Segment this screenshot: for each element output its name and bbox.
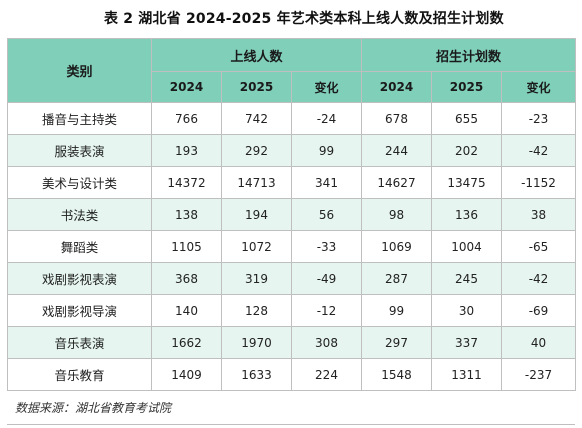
online-2025-cell: 14713 [221,166,292,199]
header-group-online: 上线人数 [151,38,362,72]
plan-2024-cell: 99 [361,294,432,327]
plan-change-cell: -42 [500,262,577,295]
header-category: 类别 [7,38,152,103]
online-change-cell: -12 [291,294,362,327]
header-group-plan: 招生计划数 [360,38,577,72]
source-note: 数据来源：湖北省教育考试院 [7,391,575,425]
header-plan-2024: 2024 [361,71,432,103]
online-change-cell: -24 [291,102,362,135]
header-online-2024: 2024 [151,71,222,103]
plan-2024-cell: 297 [361,326,432,359]
plan-2025-cell: 245 [431,262,502,295]
plan-2025-cell: 13475 [431,166,502,199]
online-2025-cell: 1970 [221,326,292,359]
row-category: 书法类 [7,198,152,231]
header-plan-2025: 2025 [431,71,502,103]
row-category: 音乐教育 [7,358,152,391]
online-change-cell: -49 [291,262,362,295]
plan-2025-cell: 136 [431,198,502,231]
table-row: 播音与主持类 766 742 -24 678 655 -23 [7,102,577,135]
plan-2024-cell: 287 [361,262,432,295]
online-2025-cell: 1633 [221,358,292,391]
row-category: 播音与主持类 [7,102,152,135]
online-change-cell: 308 [291,326,362,359]
online-2024-cell: 1662 [151,326,222,359]
row-category: 舞蹈类 [7,230,152,263]
plan-2024-cell: 1548 [361,358,432,391]
row-category: 服装表演 [7,134,152,167]
plan-2025-cell: 1004 [431,230,502,263]
header-online-2025: 2025 [221,71,292,103]
online-2024-cell: 766 [151,102,222,135]
plan-2025-cell: 202 [431,134,502,167]
table-row: 音乐表演 1662 1970 308 297 337 40 [7,326,577,359]
online-2024-cell: 193 [151,134,222,167]
online-2025-cell: 742 [221,102,292,135]
online-2024-cell: 368 [151,262,222,295]
plan-change-cell: 40 [500,326,577,359]
plan-change-cell: -23 [500,102,577,135]
online-2025-cell: 292 [221,134,292,167]
plan-change-cell: -237 [500,358,577,391]
plan-change-cell: 38 [500,198,577,231]
table-row: 服装表演 193 292 99 244 202 -42 [7,134,577,167]
data-table: 类别 上线人数 招生计划数 2024 2025 变化 2024 2025 变化 … [7,38,577,391]
online-2024-cell: 1105 [151,230,222,263]
online-2025-cell: 1072 [221,230,292,263]
plan-2024-cell: 244 [361,134,432,167]
online-2024-cell: 138 [151,198,222,231]
table-row: 戏剧影视导演 140 128 -12 99 30 -69 [7,294,577,327]
row-category: 音乐表演 [7,326,152,359]
plan-2025-cell: 337 [431,326,502,359]
online-change-cell: -33 [291,230,362,263]
online-2025-cell: 128 [221,294,292,327]
table-row: 舞蹈类 1105 1072 -33 1069 1004 -65 [7,230,577,263]
table-body: 播音与主持类 766 742 -24 678 655 -23 服装表演 193 … [7,102,577,391]
plan-change-cell: -65 [500,230,577,263]
plan-2024-cell: 1069 [361,230,432,263]
online-change-cell: 341 [291,166,362,199]
row-category: 戏剧影视导演 [7,294,152,327]
header-plan-change: 变化 [500,71,577,103]
plan-2025-cell: 1311 [431,358,502,391]
table-header: 类别 上线人数 招生计划数 2024 2025 变化 2024 2025 变化 [7,38,577,103]
plan-change-cell: -69 [500,294,577,327]
online-2024-cell: 14372 [151,166,222,199]
table-row: 戏剧影视表演 368 319 -49 287 245 -42 [7,262,577,295]
row-category: 美术与设计类 [7,166,152,199]
table-row: 书法类 138 194 56 98 136 38 [7,198,577,231]
table-row: 音乐教育 1409 1633 224 1548 1311 -237 [7,358,577,391]
online-change-cell: 224 [291,358,362,391]
online-change-cell: 99 [291,134,362,167]
header-online-change: 变化 [291,71,362,103]
plan-2025-cell: 655 [431,102,502,135]
table-row: 美术与设计类 14372 14713 341 14627 13475 -1152 [7,166,577,199]
row-category: 戏剧影视表演 [7,262,152,295]
plan-change-cell: -1152 [500,166,577,199]
online-2025-cell: 194 [221,198,292,231]
online-2024-cell: 1409 [151,358,222,391]
plan-2024-cell: 98 [361,198,432,231]
plan-2024-cell: 14627 [361,166,432,199]
online-change-cell: 56 [291,198,362,231]
plan-change-cell: -42 [500,134,577,167]
online-2024-cell: 140 [151,294,222,327]
table-title: 表 2 湖北省 2024-2025 年艺术类本科上线人数及招生计划数 [104,11,504,27]
plan-2024-cell: 678 [361,102,432,135]
plan-2025-cell: 30 [431,294,502,327]
online-2025-cell: 319 [221,262,292,295]
